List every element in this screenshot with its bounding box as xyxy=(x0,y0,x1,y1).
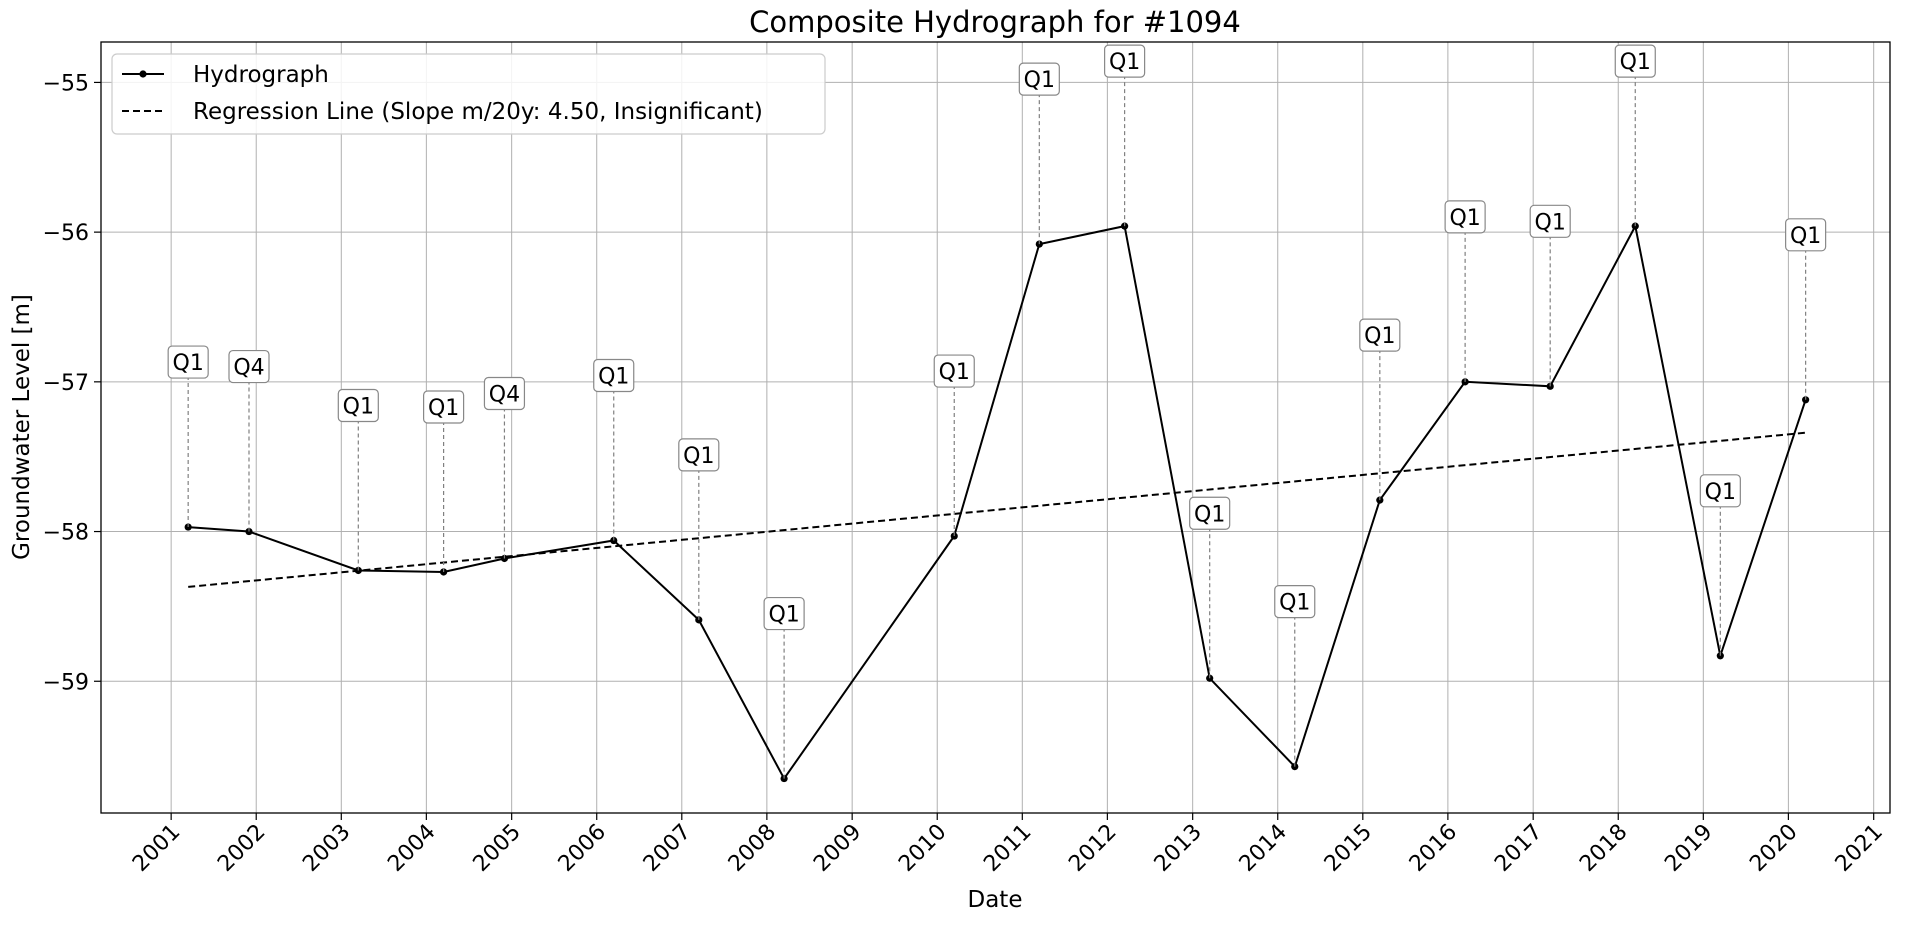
legend: Hydrograph Regression Line (Slope m/20y: … xyxy=(111,53,826,135)
x-tick-label: 2003 xyxy=(298,820,355,877)
annotation-label: Q1 xyxy=(598,365,629,390)
annotation-box xyxy=(933,354,975,388)
tick-layer: 2001 2002 2003 2004 2005 2006 2007 2008 2009 2010… xyxy=(43,71,1888,876)
x-tick-label: 2017 xyxy=(1490,820,1547,877)
x-tick-label: 2002 xyxy=(213,820,270,877)
annotation-box xyxy=(1699,474,1741,508)
hydrograph-point xyxy=(184,523,192,531)
annotation-box xyxy=(593,358,635,393)
annotation-label: Q1 xyxy=(428,396,459,421)
annotation-box xyxy=(1274,584,1316,619)
hydrograph-point xyxy=(245,527,253,536)
annotation-label: Q1 xyxy=(1705,480,1736,505)
annotation-label: Q1 xyxy=(1449,206,1480,231)
annotation-box xyxy=(1189,496,1231,530)
annotation-label: Q1 xyxy=(1194,502,1225,527)
annotation-box xyxy=(483,376,526,411)
y-tick-label: −58 xyxy=(43,521,89,546)
y-tick-label: −55 xyxy=(43,71,89,96)
annotation-label: Q1 xyxy=(1024,68,1055,93)
x-tick-label: 2006 xyxy=(554,820,611,877)
annotation-layer: Q1 Q4 Q1 Q1 Q4 Q1 Q1 Q1 Q1 Q1 Q1 Q1 Q1 Q1 Q1 Q1 Q1 Q1 Q1 xyxy=(167,44,1827,779)
annotation-box xyxy=(228,349,270,384)
x-tick-label: 2019 xyxy=(1660,820,1717,877)
annotation-box xyxy=(1785,218,1827,252)
x-tick-label: 2009 xyxy=(809,820,866,877)
chart-title: Composite Hydrograph for #1094 xyxy=(749,5,1241,39)
x-tick-label: 2014 xyxy=(1235,820,1292,877)
hydrograph-point xyxy=(1291,762,1299,771)
hydrograph-point xyxy=(1206,674,1214,682)
x-tick-label: 2012 xyxy=(1064,820,1121,877)
annotation-label: Q1 xyxy=(1620,50,1651,75)
x-tick-label: 2013 xyxy=(1150,820,1207,877)
y-axis-label: Groundwater Level [m] xyxy=(9,294,35,560)
legend-label-regression: Regression Line (Slope m/20y: 4.50, Insi… xyxy=(193,99,763,125)
annotation-box xyxy=(1359,318,1401,352)
y-tick-label: −57 xyxy=(43,371,89,396)
x-tick-label: 2008 xyxy=(724,820,781,877)
hydrograph-point xyxy=(1716,652,1724,660)
x-axis-label: Date xyxy=(968,887,1023,913)
annotation-label: Q1 xyxy=(939,360,970,385)
x-tick-label: 2011 xyxy=(979,820,1036,877)
x-tick-label: 2005 xyxy=(469,820,526,877)
hydrograph-point xyxy=(610,536,618,545)
hydrograph-point xyxy=(440,568,448,576)
annotation-box xyxy=(423,390,465,424)
annotation-box xyxy=(1018,62,1060,96)
annotation-box xyxy=(1104,44,1146,78)
legend-label-hydrograph: Hydrograph xyxy=(193,62,329,88)
annotation-label: Q1 xyxy=(1279,591,1310,616)
annotation-label: Q1 xyxy=(1364,324,1395,349)
annotation-label: Q1 xyxy=(768,603,799,628)
annotation-box xyxy=(678,438,720,472)
legend-box xyxy=(111,53,826,135)
x-tick-label: 2004 xyxy=(383,820,440,877)
y-tick-label: −59 xyxy=(43,670,89,695)
y-tick-label: −56 xyxy=(43,221,89,246)
hydrograph-line xyxy=(188,223,1807,781)
grid xyxy=(101,42,1890,813)
annotation-label: Q1 xyxy=(1535,210,1566,235)
annotation-box xyxy=(1614,44,1656,78)
x-tick-label: 2010 xyxy=(894,820,951,877)
annotation-box xyxy=(1529,204,1571,238)
x-tick-label: 2007 xyxy=(639,820,696,877)
legend-marker-hydrograph xyxy=(139,70,147,78)
annotation-label: Q1 xyxy=(683,444,714,469)
annotation-label: Q1 xyxy=(173,351,204,376)
x-tick-label: 2020 xyxy=(1745,820,1802,877)
annotation-label: Q1 xyxy=(343,394,374,419)
x-tick-label: 2016 xyxy=(1405,820,1462,877)
plot-frame xyxy=(100,41,1891,814)
annotation-box xyxy=(763,596,805,631)
series-layer xyxy=(184,222,1810,783)
hydrograph-point xyxy=(354,566,362,575)
annotation-box xyxy=(1444,200,1486,234)
annotation-label: Q1 xyxy=(1109,50,1140,75)
x-tick-label: 2021 xyxy=(1831,820,1888,877)
annotation-box xyxy=(167,345,209,379)
regression-line xyxy=(188,431,1806,588)
x-tick-label: 2018 xyxy=(1575,820,1632,877)
x-tick-label: 2001 xyxy=(128,820,185,877)
annotation-label: Q1 xyxy=(1790,224,1821,249)
annotation-label: Q4 xyxy=(233,356,264,381)
x-tick-label: 2015 xyxy=(1320,820,1377,877)
annotation-label: Q4 xyxy=(489,382,520,407)
annotation-box xyxy=(337,388,379,423)
